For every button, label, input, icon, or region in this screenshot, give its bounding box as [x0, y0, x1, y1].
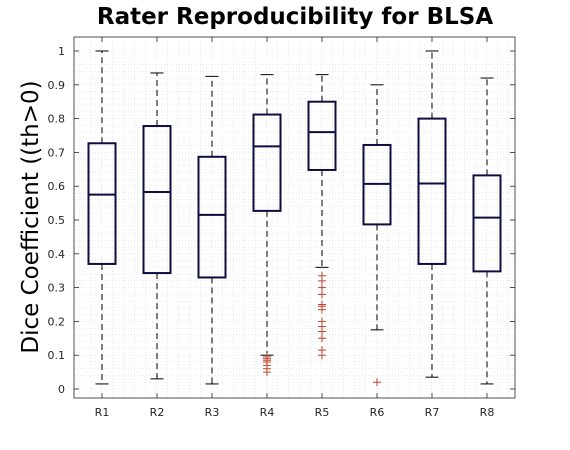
outlier-marker [318, 317, 326, 326]
outlier-marker [263, 352, 271, 361]
box-r2 [142, 72, 172, 380]
y-tick-label: 0.4 [48, 248, 66, 261]
y-tick-label: 0.3 [48, 282, 66, 295]
outlier-marker [373, 378, 381, 387]
box-r4 [252, 74, 282, 377]
outlier-marker [318, 283, 326, 292]
y-tick-label: 0.7 [48, 146, 66, 159]
chart-title: Rater Reproducibility for BLSA [97, 4, 493, 30]
x-tick-label: R1 [95, 406, 110, 419]
x-tick-label: R3 [205, 406, 220, 419]
iqr-box [87, 142, 117, 265]
outlier-marker [318, 346, 326, 355]
y-tick-label: 0.2 [48, 315, 66, 328]
outlier-marker [318, 290, 326, 299]
x-tick-label: R4 [260, 406, 275, 419]
x-tick-label: R7 [425, 406, 440, 419]
box-r3 [197, 75, 227, 385]
box-r8 [472, 77, 502, 385]
y-tick-label: 1 [58, 45, 65, 58]
x-tick-label: R8 [480, 406, 495, 419]
iqr-box [142, 125, 172, 275]
boxes-layer [87, 50, 502, 387]
box-r6 [362, 84, 392, 387]
box-r5 [307, 74, 337, 360]
y-tick-label: 0.9 [48, 79, 66, 92]
box-r7 [417, 50, 447, 378]
x-tick-label: R2 [150, 406, 165, 419]
iqr-box [197, 155, 227, 279]
axes-layer: 0 0.1 0.2 0.3 0.4 0.5 0.6 0.7 0.8 0.9 1 R1 R2 R3 R4 R5 R… [48, 37, 515, 419]
outlier-marker [318, 334, 326, 343]
x-tick-label: R5 [315, 406, 330, 419]
y-tick-label: 0.6 [48, 180, 66, 193]
y-axis-label: Dice Coefficient ((th>0) [18, 80, 44, 353]
iqr-box [307, 100, 337, 171]
plot-background [74, 37, 515, 398]
iqr-box [472, 174, 502, 273]
x-tick-label: R6 [370, 406, 385, 419]
iqr-box [252, 113, 282, 212]
y-tick-label: 0.8 [48, 113, 66, 126]
y-tick-label: 0.5 [48, 214, 66, 227]
plot-frame [73, 36, 516, 399]
outlier-marker [318, 300, 326, 309]
y-tick-label: 0 [58, 383, 65, 396]
outlier-marker [318, 271, 326, 280]
y-tick-label: 0.1 [48, 349, 66, 362]
box-r1 [87, 50, 117, 385]
iqr-box [417, 117, 447, 265]
